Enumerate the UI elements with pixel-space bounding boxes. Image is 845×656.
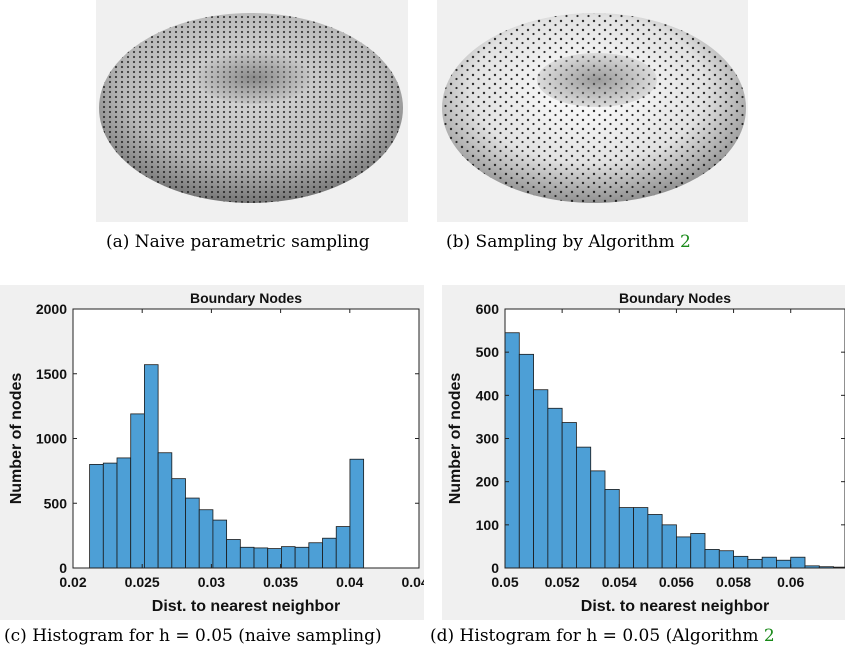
histogram-bar [690,533,706,569]
histogram-bar [533,389,549,569]
y-tick-label: 1500 [36,366,67,382]
histogram-bar [504,332,520,569]
histogram-bar [633,507,649,569]
histogram-bar [171,478,186,569]
histogram-bar [116,457,132,569]
y-axis-label: Number of nodes [447,373,464,505]
caption-c: (c) Histogram for h = 0.05 (naive sampli… [4,626,382,646]
histogram-bar [89,463,104,569]
histogram-bar [790,556,806,569]
histogram-bar [718,550,734,569]
torus-naive-sampling-image [96,0,408,222]
histogram-bar [747,558,763,569]
x-tick-label: 0.045 [401,574,424,590]
x-tick-label: 0.04 [336,574,363,590]
y-tick-label: 500 [476,344,500,360]
histogram-bar [226,539,241,569]
chart-title: Boundary Nodes [619,290,731,306]
y-tick-label: 600 [476,301,500,317]
histogram-bar [212,519,228,569]
x-tick-label: 0.02 [59,574,86,590]
y-tick-label: 0 [59,560,67,576]
histogram-algorithm-panel: 0.05 0.052 0.054 0.056 0.058 0.06 0 100 200 300 40… [442,285,845,620]
histogram-algorithm-chart: 0.05 0.052 0.054 0.056 0.058 0.06 0 100 200 300 40… [447,290,845,615]
chart-title: Boundary Nodes [190,290,302,306]
histogram-naive-chart: 0.02 0.025 0.03 0.035 0.04 0.045 0 500 1000 1500 2… [8,290,437,615]
x-tick-label: 0.058 [716,574,751,590]
x-tick-label: 0.025 [125,574,160,590]
histogram-bar [647,514,663,569]
histogram-bar [733,555,749,569]
histogram-bar [704,549,720,569]
caption-a: (a) Naive parametric sampling [106,232,370,252]
caption-d: (d) Histogram for h = 0.05 (Algorithm 2 [430,626,775,646]
histogram-bar [239,546,255,569]
histogram-bar [547,407,563,569]
histogram-bar [776,559,792,569]
histogram-bar [185,497,200,569]
torus-naive-svg [99,13,403,203]
y-tick-label: 300 [476,431,500,447]
histogram-bar [130,413,145,569]
histogram-bar [335,526,351,569]
histogram-bar [590,470,606,569]
y-tick-label: 400 [476,387,500,403]
y-axis-label: Number of nodes [8,373,25,505]
x-tick-label: 0.056 [659,574,694,590]
caption-b: (b) Sampling by Algorithm 2 [446,232,691,252]
histogram-bar [267,548,282,569]
x-tick-label: 0.03 [198,574,225,590]
caption-d-text: (d) Histogram for h = 0.05 (Algorithm [430,626,764,646]
x-tick-label: 0.052 [545,574,580,590]
histogram-bar [576,446,592,569]
histogram-bar [198,509,214,569]
y-tick-label: 1000 [36,431,67,447]
algorithm-ref-link[interactable]: 2 [763,626,775,646]
x-tick-label: 0.035 [263,574,298,590]
histogram-bar [294,546,310,569]
algorithm-ref-link[interactable]: 2 [680,232,691,252]
histogram-bar [102,462,118,569]
histogram-bar [561,422,577,569]
histogram-bar [308,542,323,569]
x-tick-label: 0.054 [602,574,637,590]
y-tick-label: 2000 [36,301,67,317]
histogram-naive-panel: 0.02 0.025 0.03 0.035 0.04 0.045 0 500 1000 1500 2… [0,285,437,620]
histogram-bar [604,489,620,569]
x-axis-label: Dist. to nearest neighbor [581,598,769,615]
histogram-bar [157,452,173,569]
histogram-bar [349,458,365,569]
x-axis-label: Dist. to nearest neighbor [152,598,340,615]
x-tick-label: 0.06 [777,574,804,590]
histogram-bar [281,546,296,569]
histogram-bar [253,547,269,569]
histogram-bar [761,556,777,569]
x-tick-label: 0.05 [491,574,518,590]
y-tick-label: 0 [491,560,499,576]
histogram-bar [322,537,337,569]
y-tick-label: 200 [476,474,500,490]
histogram-bar [144,364,159,569]
histogram-bar [676,536,692,569]
histogram-bar [618,507,634,569]
torus-algorithm-svg [442,13,746,203]
caption-b-text: (b) Sampling by Algorithm [446,232,681,252]
histogram-bar [518,353,534,569]
y-tick-label: 100 [476,517,500,533]
y-tick-label: 500 [44,495,68,511]
torus-algorithm-sampling-image [437,0,748,222]
histogram-bar [661,524,677,569]
